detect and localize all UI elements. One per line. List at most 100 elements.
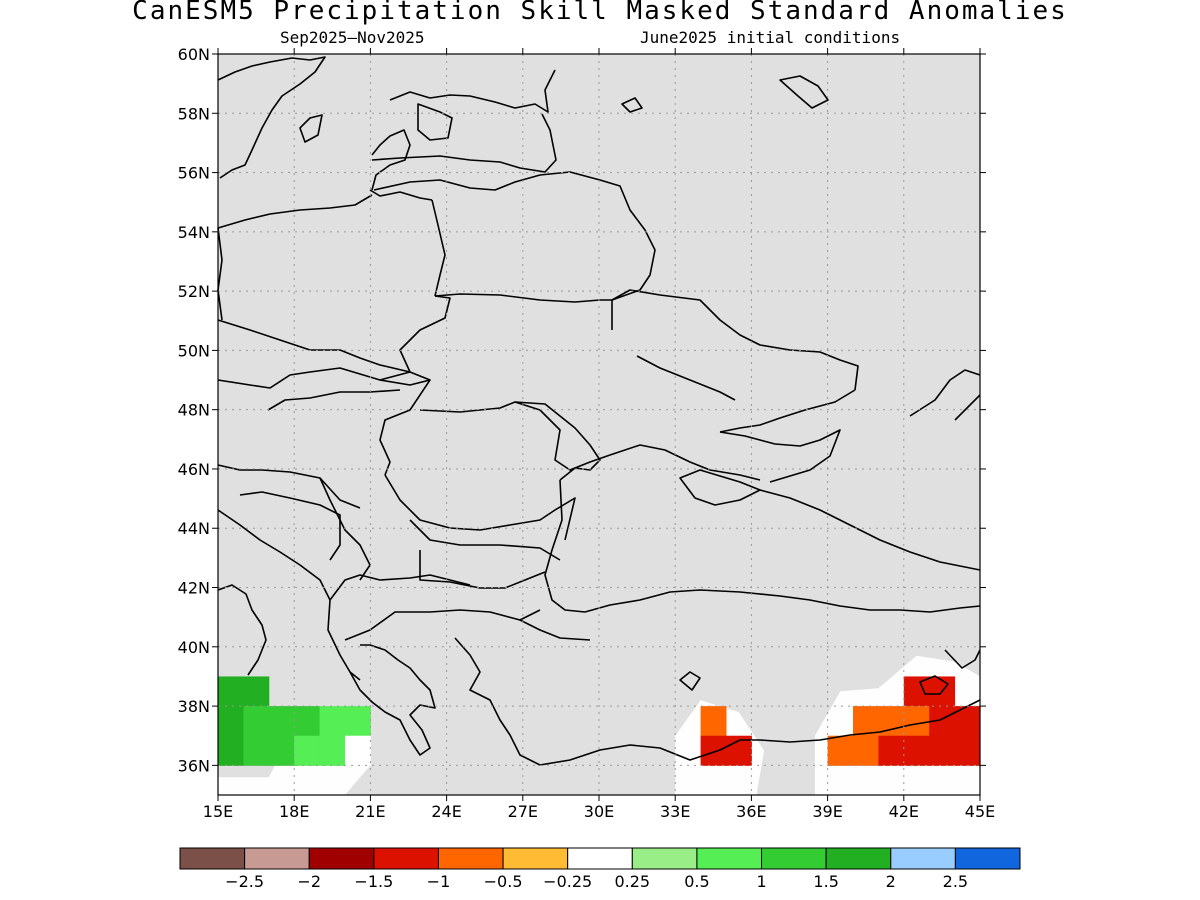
moldova (514, 401, 601, 481)
colorbar-swatch (244, 847, 310, 870)
colorbar-swatch (761, 847, 827, 870)
belarus-poland (431, 199, 446, 297)
istanbul (519, 619, 591, 641)
lat-tick-label: 42N (178, 579, 210, 598)
croatia-coast (217, 509, 331, 601)
lat-tick-label: 44N (178, 519, 210, 538)
colorbar-swatch (890, 847, 956, 870)
lon-tick-label: 24E (431, 802, 461, 821)
anomaly-cell (243, 676, 270, 707)
anomaly-cell (903, 706, 930, 737)
lon-tick-label: 21E (355, 802, 385, 821)
lat-tick-label: 48N (178, 401, 210, 420)
lat-tick-label: 58N (178, 104, 210, 123)
anomaly-cell (954, 735, 981, 766)
serbia-west (319, 477, 371, 581)
romania-ukraine (419, 401, 611, 471)
lon-tick-label: 42E (889, 802, 919, 821)
sweden-coast (217, 56, 326, 179)
colorbar-swatch (179, 847, 246, 870)
anomaly-cell (853, 735, 879, 766)
anomaly-cell (319, 706, 346, 737)
anomaly-cell (243, 735, 270, 766)
lat-tick-label: 54N (178, 223, 210, 242)
italy-heel (217, 584, 267, 676)
lat-tick-label: 36N (178, 756, 210, 775)
lon-tick-label: 33E (660, 802, 690, 821)
lat-lon-grid (218, 54, 980, 795)
colorbar-label: −1 (427, 872, 451, 891)
belarus-ukraine (434, 293, 613, 330)
anomaly-cell (218, 706, 244, 737)
colorbar-label: 0.5 (684, 872, 709, 891)
axis-ticks: 60N 58N 56N 54N 52N 50N 48N 46N 44N 42N 40N 38N 36N 1… (178, 45, 996, 821)
ukraine-coast (609, 444, 761, 481)
azov-coast (719, 429, 841, 483)
colorbar-label: 0.25 (614, 872, 650, 891)
anomaly-cell (268, 706, 295, 737)
gotland-island (299, 114, 323, 143)
colorbar-label: 1.5 (813, 872, 838, 891)
lat-tick-label: 52N (178, 282, 210, 301)
lat-tick-label: 40N (178, 638, 210, 657)
lake-ladoga (779, 75, 829, 109)
colorbar-swatch (437, 847, 504, 870)
colorbar-label: −2.5 (225, 872, 264, 891)
latvia-coast (371, 129, 411, 191)
anomaly-cell (903, 735, 930, 766)
cyprus (679, 671, 701, 691)
black-sea-west-coast (544, 479, 586, 613)
caspian-coast (954, 394, 981, 421)
anomaly-cell (345, 735, 371, 766)
colorbar-swatch (373, 847, 439, 870)
lake-van (919, 675, 949, 695)
chart-title: CanESM5 Precipitation Skill Masked Stand… (132, 0, 1068, 26)
initial-conditions-subtitle: June2025 initial conditions (640, 28, 901, 47)
lat-tick-label: 38N (178, 697, 210, 716)
anomaly-cell (345, 706, 371, 737)
baltic-borders (371, 113, 557, 173)
colorbar-label: 2 (886, 872, 896, 891)
turkey-east (944, 649, 981, 669)
colorbar-swatch (696, 847, 763, 870)
slovakia-hungary (379, 379, 431, 386)
germany-poland (217, 227, 223, 321)
finland-coast (389, 69, 556, 113)
colorbar-swatch (825, 847, 892, 870)
colorbar-swatch (567, 847, 633, 870)
lon-tick-label: 27E (508, 802, 538, 821)
lon-tick-label: 39E (812, 802, 842, 821)
dnieper (636, 355, 736, 401)
colorbar-label: 1 (756, 872, 766, 891)
lon-tick-label: 36E (736, 802, 766, 821)
lithuania-belarus (373, 174, 541, 191)
anomaly-cells (218, 676, 981, 766)
bulgaria-romania (409, 519, 561, 561)
lon-tick-label: 30E (584, 802, 614, 821)
anomaly-cell (294, 706, 321, 737)
greece-mainland (349, 644, 436, 756)
anomaly-cell (878, 735, 905, 766)
lat-tick-label: 46N (178, 460, 210, 479)
albania (327, 599, 361, 681)
lake-onega (621, 97, 643, 113)
turkey-syria (759, 699, 981, 743)
anomaly-cell (218, 676, 244, 707)
anomaly-cell (853, 706, 879, 737)
austria-hungary (267, 389, 401, 411)
colorbar-label: 2.5 (943, 872, 968, 891)
lat-tick-label: 60N (178, 45, 210, 64)
season-subtitle: Sep2025–Nov2025 (280, 28, 425, 47)
colorbar-label: −2 (297, 872, 321, 891)
lon-tick-label: 45E (965, 802, 995, 821)
colorbar-label: −1.5 (354, 872, 393, 891)
kaliningrad (369, 189, 433, 201)
colorbar-label: −0.5 (484, 872, 523, 891)
volga-river (909, 369, 981, 417)
anomaly-cell (929, 735, 956, 766)
anomaly-cell (243, 706, 270, 737)
anomaly-cell (268, 735, 295, 766)
russia-caucasus (759, 489, 981, 571)
greece-north (344, 609, 541, 641)
lat-tick-label: 50N (178, 341, 210, 360)
